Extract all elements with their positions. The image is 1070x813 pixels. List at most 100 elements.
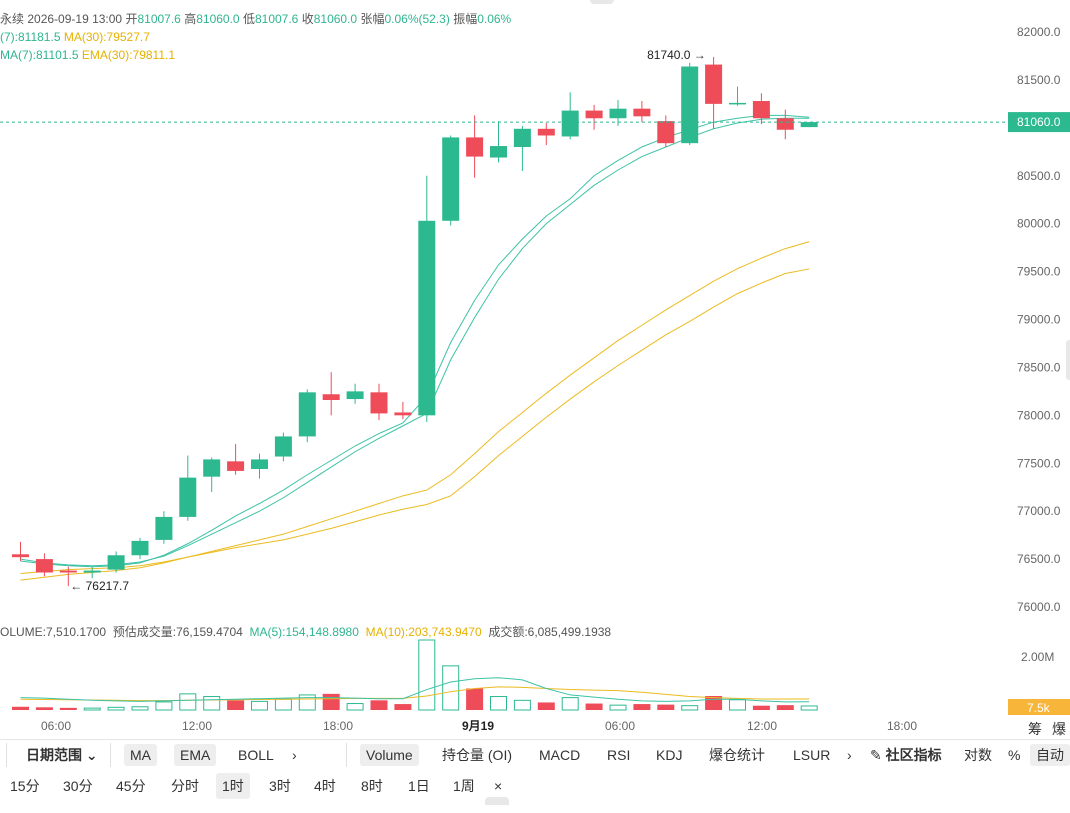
interval-45m[interactable]: 45分 bbox=[116, 778, 146, 794]
volume-ma10-line bbox=[20, 686, 810, 702]
percent-scale-toggle[interactable]: % bbox=[1008, 747, 1021, 763]
close-label: 收 bbox=[301, 12, 314, 26]
interval-toolbar: 15分 30分 45分 分时 1时 3时 4时 8时 1日 1周 × bbox=[0, 771, 1070, 801]
auto-scale-toggle[interactable]: 自动 bbox=[1030, 744, 1070, 766]
indicator-open-interest[interactable]: 持仓量 (OI) bbox=[442, 747, 512, 763]
chip-distribution-button[interactable]: 筹 bbox=[1028, 721, 1042, 737]
candle bbox=[752, 93, 770, 124]
indicator-kdj[interactable]: KDJ bbox=[656, 747, 683, 763]
community-indicators-label: 社区指标 bbox=[885, 747, 942, 763]
close-interval-bar-icon[interactable]: × bbox=[494, 778, 503, 794]
indicator-macd[interactable]: MACD bbox=[539, 747, 581, 763]
candle bbox=[513, 125, 531, 171]
indicator-ma[interactable]: MA bbox=[124, 744, 157, 766]
community-indicators-button[interactable]: ✎ 社区指标 bbox=[864, 744, 948, 766]
candle-body bbox=[466, 137, 484, 157]
volume-value: OLUME:7,510.1700 bbox=[0, 625, 107, 639]
volume-bar bbox=[800, 705, 818, 711]
price-tick-label: 79000.0 bbox=[1017, 313, 1061, 327]
candle-body bbox=[155, 516, 173, 540]
open-value: 81007.6 bbox=[137, 12, 181, 26]
interval-15m[interactable]: 15分 bbox=[10, 778, 40, 794]
candle-body bbox=[442, 137, 460, 221]
volume-bar bbox=[179, 693, 197, 711]
candle-body bbox=[657, 121, 675, 144]
candle-body bbox=[59, 570, 77, 573]
ema30-value: EMA(30):79811.1 bbox=[81, 48, 176, 62]
candle-body bbox=[394, 412, 412, 416]
indicator-lsur[interactable]: LSUR bbox=[793, 747, 831, 763]
separator bbox=[110, 743, 111, 767]
predicted-volume: 预估成交量:76,159.4704 bbox=[112, 625, 243, 639]
interval-8h[interactable]: 8时 bbox=[361, 778, 383, 794]
interval-30m[interactable]: 30分 bbox=[63, 778, 93, 794]
time-tick-label: 12:00 bbox=[182, 719, 212, 733]
volume-bar bbox=[131, 706, 149, 711]
price-tick-label: 78000.0 bbox=[1017, 408, 1061, 422]
more-overlay-indicators[interactable]: › bbox=[292, 747, 297, 763]
bottom-resize-handle[interactable] bbox=[485, 797, 509, 805]
indicator-boll[interactable]: BOLL bbox=[238, 747, 274, 763]
ohlc-info: 永续 2026-09-19 13:00 开81007.6 高81060.0 低8… bbox=[0, 10, 511, 27]
price-tick-label: 77000.0 bbox=[1017, 504, 1061, 518]
interval-4h[interactable]: 4时 bbox=[314, 778, 336, 794]
volume-bar bbox=[776, 705, 794, 710]
candle-body bbox=[705, 64, 723, 104]
volume-bar bbox=[490, 696, 507, 711]
volume-bar bbox=[227, 700, 245, 710]
candle-body bbox=[107, 555, 125, 570]
candle bbox=[227, 444, 245, 475]
time-tick-label: 12:00 bbox=[747, 719, 777, 733]
indicator-ema[interactable]: EMA bbox=[174, 744, 217, 766]
interval-1h[interactable]: 1时 bbox=[216, 773, 250, 799]
volume-bar bbox=[513, 699, 531, 711]
amplitude-value: 0.06% bbox=[477, 12, 512, 26]
candle bbox=[251, 453, 268, 479]
candle bbox=[657, 115, 675, 147]
candle-body bbox=[203, 459, 221, 477]
date-range-dropdown[interactable]: 日期范围 ⌄ bbox=[26, 747, 98, 763]
candlestick-chart[interactable]: 81740.0 →← 76217.7 82000.081500.081000.0… bbox=[0, 0, 1070, 738]
volume-bar bbox=[752, 705, 770, 710]
candle bbox=[35, 553, 53, 577]
candle-body bbox=[776, 118, 794, 130]
more-sub-indicators[interactable]: › bbox=[847, 747, 852, 763]
candle-body bbox=[633, 108, 651, 117]
indicator-toolbar: 日期范围 ⌄ MA EMA BOLL › Volume 持仓量 (OI) MAC… bbox=[0, 739, 1070, 771]
interval-1d[interactable]: 1日 bbox=[408, 778, 430, 794]
price-tick-label: 79500.0 bbox=[1017, 265, 1061, 279]
price-tick-label: 81500.0 bbox=[1017, 73, 1061, 87]
candle bbox=[346, 383, 364, 404]
indicator-rsi[interactable]: RSI bbox=[607, 747, 631, 763]
price-tick-label: 76500.0 bbox=[1017, 552, 1061, 566]
interval-time-share[interactable]: 分时 bbox=[171, 778, 199, 794]
candle bbox=[776, 109, 794, 140]
log-scale-toggle[interactable]: 对数 bbox=[964, 747, 992, 763]
candle-body bbox=[752, 101, 770, 119]
right-resize-handle[interactable] bbox=[1066, 340, 1070, 380]
symbol-suffix: 永续 bbox=[0, 12, 25, 26]
low-label: 低 bbox=[242, 12, 255, 26]
candle bbox=[466, 115, 484, 178]
ema7-line bbox=[20, 117, 810, 567]
candle bbox=[800, 122, 818, 128]
indicator-liquidation-stats[interactable]: 爆仓统计 bbox=[709, 747, 765, 763]
candle-body bbox=[346, 391, 364, 400]
interval-3h[interactable]: 3时 bbox=[269, 778, 291, 794]
volume-bars: 2.00M 7.5k bbox=[12, 639, 1070, 715]
candle-body bbox=[370, 392, 388, 414]
volume-ma10: MA(10):203,743.9470 bbox=[365, 625, 482, 639]
candle-body bbox=[12, 554, 29, 558]
volume-ma5-line bbox=[20, 677, 810, 703]
liquidation-button[interactable]: 爆 bbox=[1052, 721, 1066, 737]
candle bbox=[394, 401, 412, 420]
top-resize-handle[interactable] bbox=[590, 0, 614, 4]
close-value: 81060.0 bbox=[313, 12, 358, 26]
volume-bar bbox=[370, 700, 388, 710]
interval-1w[interactable]: 1周 bbox=[453, 778, 475, 794]
candle-body bbox=[585, 110, 603, 119]
candle bbox=[203, 457, 221, 492]
volume-tag bbox=[1008, 699, 1070, 715]
candle bbox=[179, 455, 197, 521]
indicator-volume[interactable]: Volume bbox=[360, 744, 419, 766]
